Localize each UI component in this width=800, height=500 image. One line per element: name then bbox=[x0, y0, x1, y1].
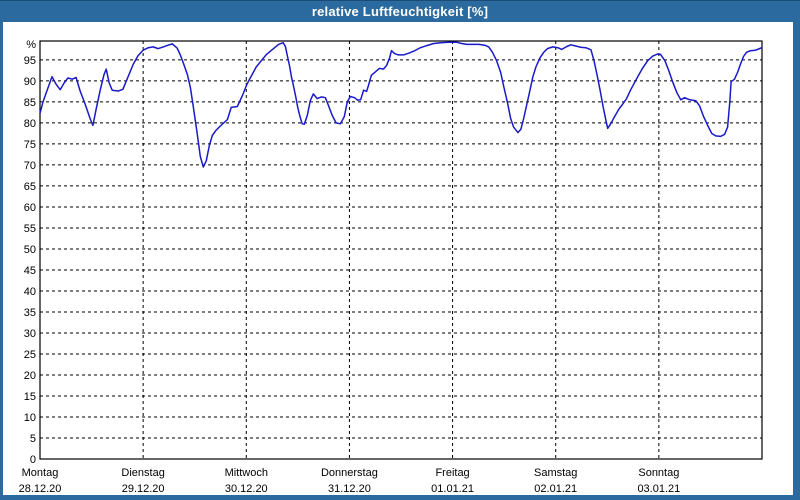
x-date-label: 03.01.21 bbox=[637, 483, 680, 495]
y-tick-label: 30 bbox=[24, 328, 36, 340]
x-day-label: Samstag bbox=[534, 467, 577, 479]
y-tick-label: 65 bbox=[24, 181, 36, 193]
x-day-label: Montag bbox=[22, 467, 59, 479]
plot-border bbox=[39, 40, 763, 460]
x-date-label: 29.12.20 bbox=[122, 483, 165, 495]
humidity-chart: 0 5 10 15 20 25 30 35 40 45 50 55 60 65 70 75 80 85 90 95% M… bbox=[19, 39, 763, 495]
y-tick-label: 80 bbox=[24, 118, 36, 130]
window-frame-left bbox=[0, 22, 3, 500]
y-tick-label: 10 bbox=[24, 412, 36, 424]
y-tick-label: 35 bbox=[24, 307, 36, 319]
y-tick-label: 45 bbox=[24, 265, 36, 277]
x-date-label: 02.01.21 bbox=[534, 483, 577, 495]
y-tick-label: 85 bbox=[24, 97, 36, 109]
x-date-label: 01.01.21 bbox=[431, 483, 474, 495]
y-tick-label: 20 bbox=[24, 370, 36, 382]
x-day-label: Mittwoch bbox=[225, 467, 268, 479]
y-tick-label: 25 bbox=[24, 349, 36, 361]
y-tick-label: 60 bbox=[24, 202, 36, 214]
window-title: relative Luftfeuchtigkeit [%] bbox=[311, 4, 489, 19]
y-tick-label: 15 bbox=[24, 391, 36, 403]
y-tick-label: 90 bbox=[24, 76, 36, 88]
x-day-label: Donnerstag bbox=[321, 467, 378, 479]
humidity-series-line bbox=[39, 41, 763, 168]
x-date-label: 28.12.20 bbox=[19, 483, 62, 495]
y-axis-unit-label: % bbox=[26, 39, 36, 51]
y-tick-label: 75 bbox=[24, 139, 36, 151]
y-tick-label: 40 bbox=[24, 286, 36, 298]
y-tick-label: 50 bbox=[24, 244, 36, 256]
y-tick-label: 95 bbox=[24, 55, 36, 67]
x-date-label: 30.12.20 bbox=[225, 483, 268, 495]
x-day-label: Sonntag bbox=[638, 467, 679, 479]
y-tick-label: 55 bbox=[24, 223, 36, 235]
y-tick-label: 5 bbox=[30, 433, 36, 445]
title-bar: relative Luftfeuchtigkeit [%] bbox=[0, 0, 800, 22]
y-tick-label: 70 bbox=[24, 160, 36, 172]
window-frame-bottom bbox=[0, 495, 800, 500]
x-day-label: Freitag bbox=[435, 467, 469, 479]
y-tick-label: 0 bbox=[30, 454, 36, 466]
x-date-label: 31.12.20 bbox=[328, 483, 371, 495]
window-frame-right bbox=[793, 22, 800, 500]
x-day-label: Dienstag bbox=[121, 467, 164, 479]
